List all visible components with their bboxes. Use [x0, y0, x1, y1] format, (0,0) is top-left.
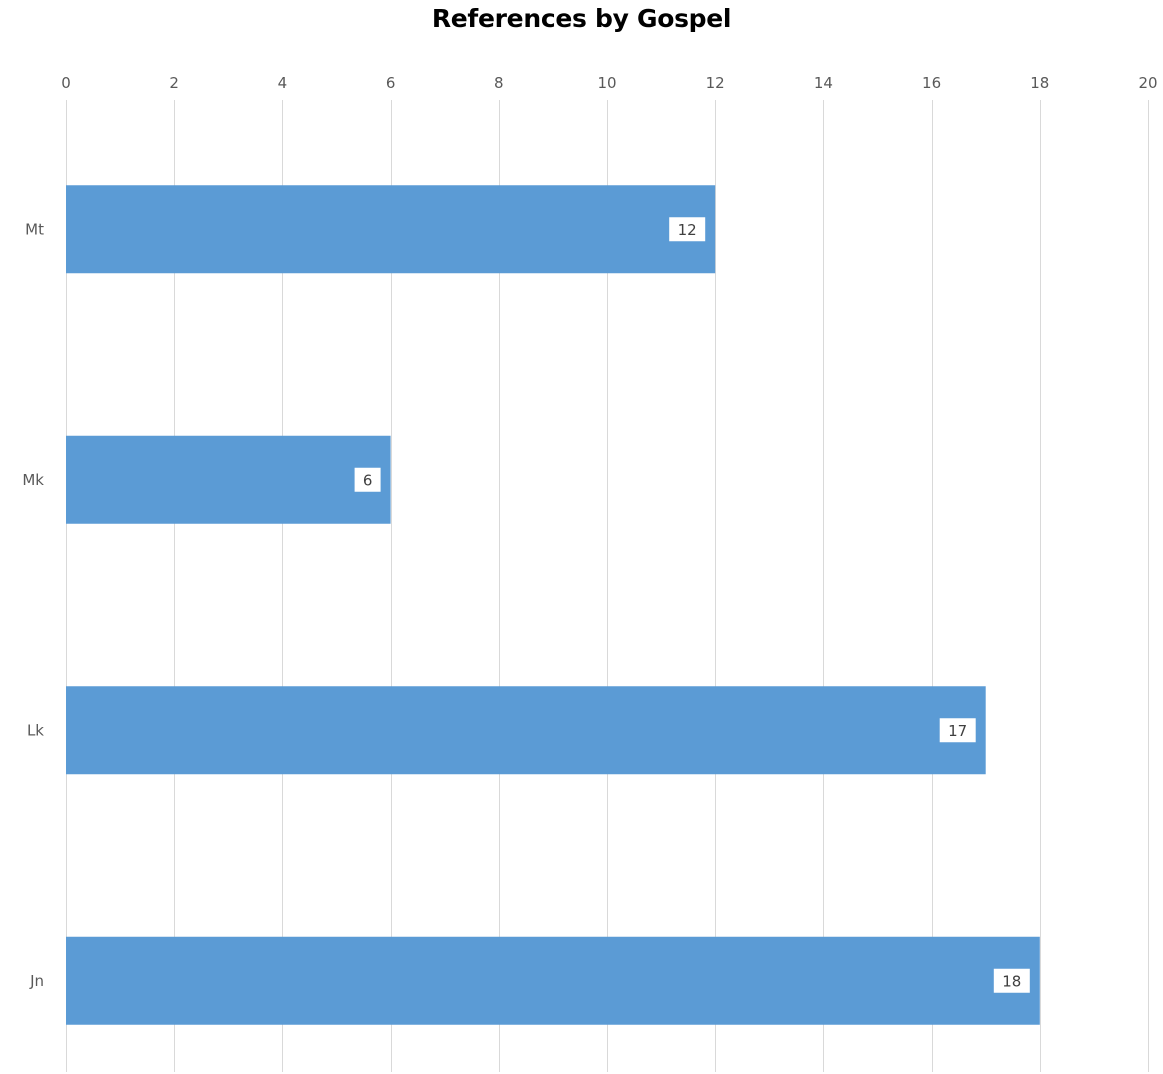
x-tick-label: 10 [597, 74, 616, 92]
x-tick-label: 4 [278, 74, 288, 92]
bar [66, 686, 986, 775]
bar [66, 435, 391, 524]
x-tick-label: 2 [169, 74, 179, 92]
data-label: 6 [363, 471, 373, 489]
data-label: 17 [948, 722, 967, 740]
bar [66, 936, 1040, 1025]
category-labels: Mt Mk Lk Jn [22, 220, 44, 990]
x-tick-label: 6 [386, 74, 396, 92]
category-label: Jn [29, 972, 44, 990]
x-tick-label: 16 [922, 74, 941, 92]
chart-title: References by Gospel [431, 4, 732, 33]
bar [66, 185, 716, 274]
data-label-box [993, 968, 1030, 993]
category-label: Lk [27, 721, 44, 739]
x-tick-label: 14 [814, 74, 833, 92]
data-label-box [669, 217, 706, 242]
x-tick-label: 8 [494, 74, 504, 92]
x-axis-ticks: 0 2 4 6 8 10 12 14 16 18 20 [61, 74, 1157, 92]
x-tick-label: 18 [1030, 74, 1049, 92]
category-label: Mt [25, 220, 44, 238]
x-tick-label: 12 [706, 74, 725, 92]
data-label: 18 [1002, 972, 1021, 990]
data-label: 12 [678, 221, 697, 239]
data-label-box [939, 718, 976, 743]
data-label-box [354, 467, 381, 492]
x-tick-label: 0 [61, 74, 71, 92]
bars [66, 185, 1040, 1025]
category-label: Mk [22, 471, 44, 489]
data-labels: 12 6 17 18 [354, 217, 1030, 993]
x-tick-label: 20 [1138, 74, 1157, 92]
